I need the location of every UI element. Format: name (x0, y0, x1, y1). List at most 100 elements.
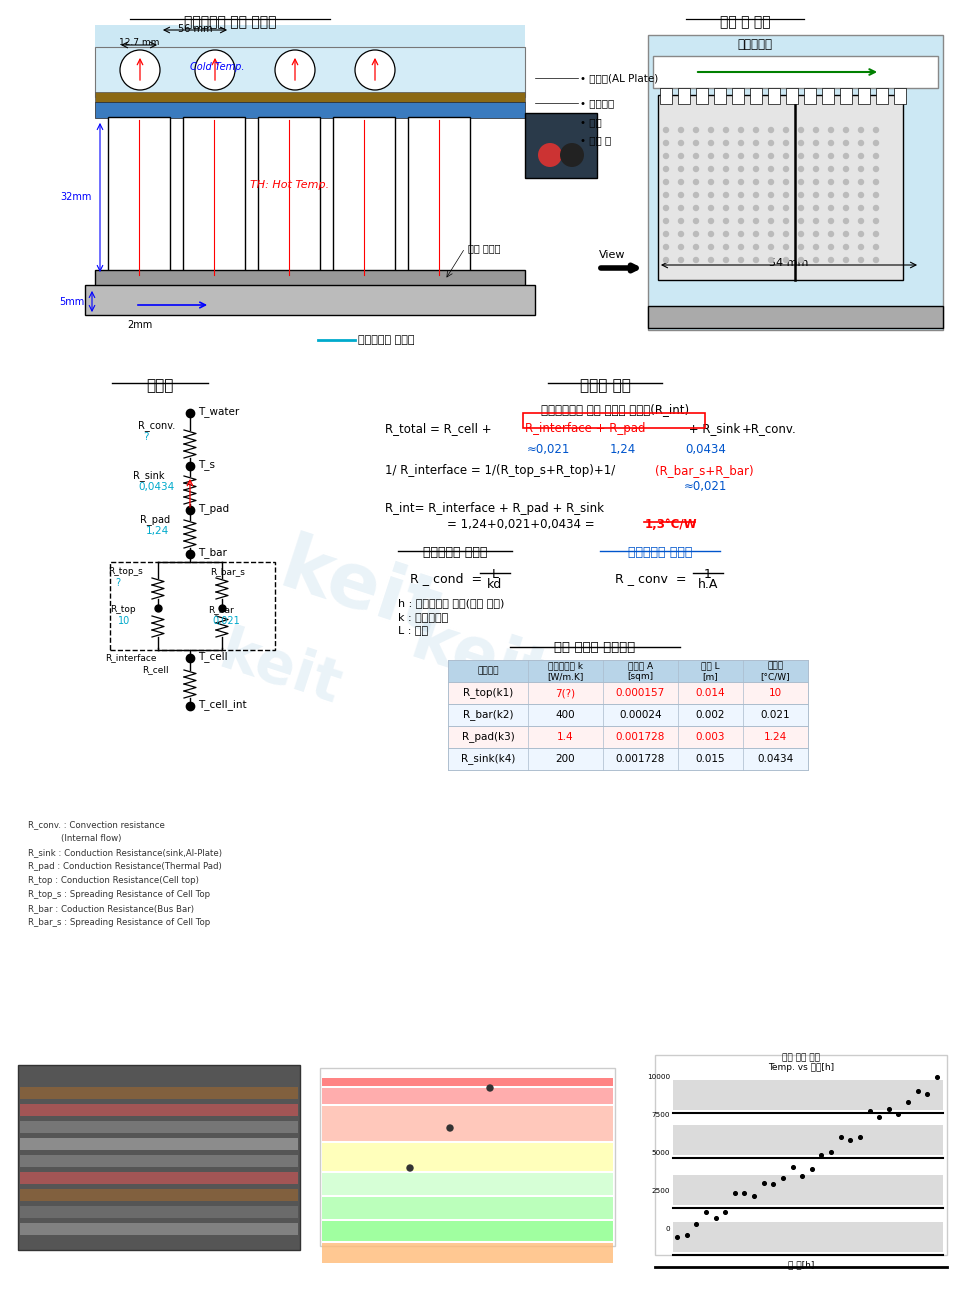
Circle shape (753, 245, 759, 250)
Circle shape (723, 258, 728, 263)
Circle shape (538, 144, 562, 167)
Text: R_top(k1): R_top(k1) (463, 687, 513, 699)
Circle shape (798, 258, 804, 263)
Bar (840, 88, 852, 104)
Circle shape (829, 206, 834, 211)
Text: 400: 400 (556, 710, 575, 719)
Circle shape (768, 206, 773, 211)
Circle shape (829, 258, 834, 263)
Bar (322, 1197, 613, 1219)
Bar (20, 1156, 298, 1167)
Point (775, 1167, 790, 1188)
Text: R_pad: R_pad (140, 514, 170, 525)
Text: 2500: 2500 (652, 1188, 670, 1194)
Circle shape (739, 206, 744, 211)
Circle shape (753, 232, 759, 237)
Circle shape (663, 232, 669, 237)
Text: +R_conv.: +R_conv. (742, 422, 797, 435)
Circle shape (708, 245, 714, 250)
Text: R_bar(k2): R_bar(k2) (463, 709, 513, 721)
Circle shape (843, 180, 849, 185)
Circle shape (829, 167, 834, 172)
Point (708, 1207, 723, 1228)
Circle shape (275, 50, 315, 91)
Bar (448, 726, 808, 748)
Circle shape (829, 128, 834, 132)
Text: 12.7 mm: 12.7 mm (119, 38, 159, 47)
Text: R _ conv  =: R _ conv = (615, 572, 686, 585)
Text: ≈0,021: ≈0,021 (683, 480, 726, 493)
Circle shape (798, 219, 804, 224)
Text: = 1,24+0,021+0,0434 =: = 1,24+0,021+0,0434 = (447, 518, 594, 531)
Circle shape (663, 154, 669, 158)
Point (669, 1227, 684, 1247)
Bar (714, 88, 726, 104)
Bar (322, 1222, 613, 1241)
Bar (658, 94, 903, 280)
Text: R_bar_s : Spreading Resistance of Cell Top: R_bar_s : Spreading Resistance of Cell T… (28, 917, 211, 927)
Text: T_s: T_s (198, 459, 215, 471)
Text: 상부구조를 통한 열전달: 상부구조를 통한 열전달 (184, 16, 277, 28)
Bar (20, 1189, 298, 1201)
Text: kd: kd (487, 578, 502, 591)
Text: h.A: h.A (698, 578, 718, 591)
Text: 0: 0 (665, 1225, 670, 1232)
Circle shape (858, 245, 863, 250)
Text: 1.24: 1.24 (764, 732, 787, 741)
Circle shape (679, 206, 683, 211)
Circle shape (798, 193, 804, 198)
Bar (110, 562, 275, 650)
Text: ?: ? (115, 578, 121, 587)
Text: 0.003: 0.003 (696, 732, 725, 741)
Text: • 전극: • 전극 (580, 116, 602, 127)
Text: 32mm: 32mm (60, 192, 92, 202)
Circle shape (858, 193, 863, 198)
Circle shape (768, 154, 773, 158)
Circle shape (874, 219, 879, 224)
Circle shape (858, 206, 863, 211)
Circle shape (679, 167, 683, 172)
Bar (20, 1104, 298, 1115)
Text: 1.4: 1.4 (557, 732, 574, 741)
Circle shape (753, 180, 759, 185)
Text: TH: Hot Temp.: TH: Hot Temp. (250, 180, 329, 190)
Text: k : 열전도계수: k : 열전도계수 (398, 612, 448, 622)
Circle shape (843, 258, 849, 263)
Circle shape (829, 193, 834, 198)
Circle shape (753, 141, 759, 145)
Bar (653, 56, 938, 88)
Circle shape (874, 193, 879, 198)
Circle shape (768, 141, 773, 145)
Text: R_top_s : Spreading Resistance of Cell Top: R_top_s : Spreading Resistance of Cell T… (28, 890, 211, 899)
Text: R_conv. : Convection resistance: R_conv. : Convection resistance (28, 820, 165, 829)
Circle shape (679, 232, 683, 237)
Bar (20, 1223, 298, 1234)
Bar (20, 1172, 298, 1184)
Bar (648, 35, 943, 330)
Circle shape (784, 167, 789, 172)
Bar (322, 1143, 613, 1171)
Bar (408, 116, 470, 276)
Circle shape (663, 141, 669, 145)
Circle shape (784, 180, 789, 185)
Text: 측면 뷰 단면: 측면 뷰 단면 (720, 16, 770, 28)
Circle shape (858, 219, 863, 224)
Point (813, 1145, 829, 1166)
Text: 2mm: 2mm (127, 320, 152, 330)
Text: 단면적 A
[sqm]: 단면적 A [sqm] (628, 661, 654, 681)
Circle shape (829, 219, 834, 224)
Text: 0.0434: 0.0434 (757, 754, 793, 763)
Text: 0.002: 0.002 (696, 710, 725, 719)
Circle shape (723, 141, 728, 145)
Text: L: L (492, 568, 499, 581)
Text: View: View (599, 250, 625, 260)
Text: 0,021: 0,021 (212, 616, 240, 626)
Circle shape (813, 167, 818, 172)
Circle shape (663, 193, 669, 198)
Bar (648, 305, 943, 327)
Bar (696, 88, 708, 104)
Bar (732, 88, 744, 104)
Bar (768, 88, 780, 104)
Bar (20, 1137, 298, 1150)
Circle shape (798, 167, 804, 172)
